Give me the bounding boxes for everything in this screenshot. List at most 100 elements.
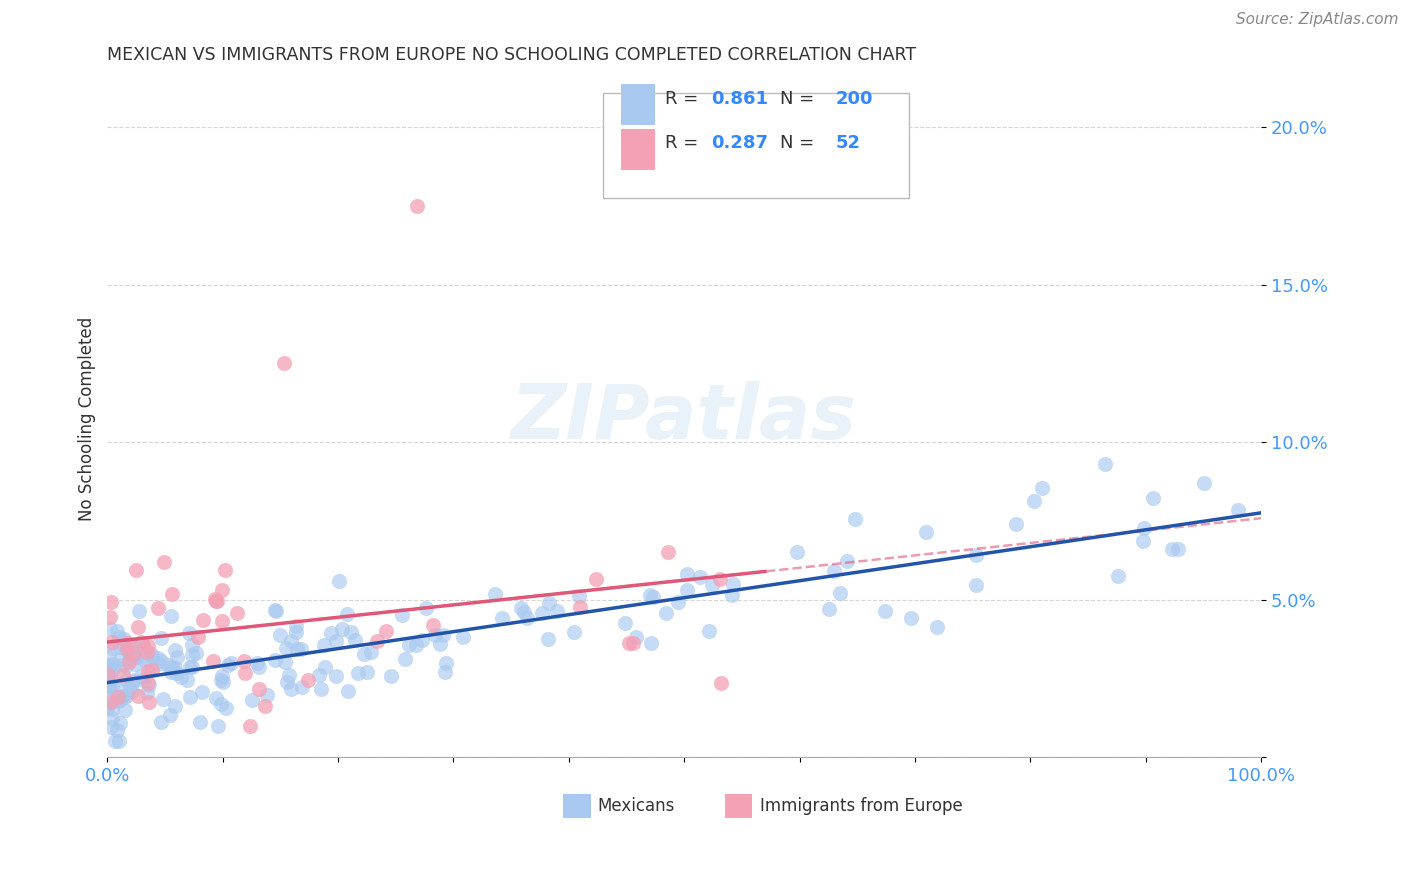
Text: 200: 200: [835, 89, 873, 108]
Point: [127, 620, 149, 634]
Point: [207, 718, 229, 732]
Text: N =: N =: [780, 135, 814, 153]
Point: [239, 719, 262, 733]
Point: [100, 609, 122, 624]
Point: [179, 690, 201, 704]
Point: [432, 628, 454, 642]
Text: Immigrants from Europe: Immigrants from Europe: [761, 797, 963, 815]
Point: [163, 698, 186, 713]
Point: [121, 675, 143, 690]
Point: [205, 690, 228, 705]
Point: [786, 544, 808, 558]
Point: [100, 595, 122, 609]
Point: [100, 635, 122, 649]
Point: [124, 651, 146, 665]
Point: [115, 642, 138, 657]
Point: [136, 665, 159, 679]
Point: [122, 648, 145, 662]
Point: [122, 648, 145, 663]
Bar: [620, 129, 655, 169]
Point: [655, 607, 678, 621]
Point: [391, 607, 413, 622]
Point: [136, 675, 159, 690]
Point: [366, 633, 388, 648]
Point: [165, 666, 187, 681]
Point: [925, 620, 948, 634]
Point: [124, 657, 146, 671]
Point: [205, 594, 228, 608]
Point: [110, 658, 132, 673]
Point: [100, 720, 122, 734]
Point: [117, 646, 139, 660]
Point: [353, 648, 375, 662]
Point: [638, 588, 661, 602]
Point: [276, 675, 298, 690]
Point: [128, 604, 150, 618]
Point: [135, 686, 157, 700]
Point: [336, 684, 359, 698]
Point: [148, 657, 170, 672]
Point: [209, 698, 232, 712]
Point: [217, 658, 239, 673]
Point: [153, 555, 176, 569]
Point: [510, 601, 533, 615]
Point: [101, 711, 124, 725]
Text: Mexicans: Mexicans: [598, 797, 675, 815]
Point: [823, 564, 845, 578]
Point: [118, 648, 141, 663]
Point: [184, 646, 207, 660]
Point: [290, 641, 312, 656]
Point: [117, 637, 139, 651]
Point: [434, 657, 457, 671]
Point: [136, 639, 159, 653]
Point: [193, 613, 215, 627]
Point: [115, 688, 138, 702]
Point: [127, 690, 149, 704]
Point: [209, 673, 232, 687]
Point: [148, 651, 170, 665]
Point: [516, 611, 538, 625]
Point: [118, 681, 141, 695]
Point: [689, 570, 711, 584]
Point: [657, 545, 679, 559]
Point: [159, 707, 181, 722]
Point: [160, 587, 183, 601]
Point: [101, 640, 124, 655]
Point: [1160, 542, 1182, 557]
Point: [347, 666, 370, 681]
Point: [328, 574, 350, 588]
Point: [405, 199, 427, 213]
Bar: [620, 85, 655, 125]
Point: [214, 563, 236, 577]
Point: [138, 678, 160, 692]
Point: [314, 659, 336, 673]
Point: [97, 677, 120, 691]
Point: [264, 653, 287, 667]
FancyBboxPatch shape: [603, 94, 910, 198]
Point: [114, 658, 136, 673]
Point: [97, 661, 120, 675]
Point: [308, 667, 330, 681]
Text: R =: R =: [665, 135, 703, 153]
Point: [900, 611, 922, 625]
Point: [374, 624, 396, 639]
Point: [398, 639, 420, 653]
Point: [105, 624, 128, 639]
Point: [422, 617, 444, 632]
Point: [131, 637, 153, 651]
Text: N =: N =: [780, 89, 814, 108]
Point: [343, 633, 366, 648]
Point: [101, 680, 124, 694]
Point: [141, 649, 163, 664]
Point: [149, 654, 172, 668]
Point: [1227, 503, 1250, 517]
Point: [278, 668, 301, 682]
Point: [830, 586, 852, 600]
Point: [325, 634, 347, 648]
Point: [96, 698, 118, 712]
Point: [710, 675, 733, 690]
Point: [233, 665, 256, 680]
Point: [429, 637, 451, 651]
Point: [97, 679, 120, 693]
Point: [721, 588, 744, 602]
